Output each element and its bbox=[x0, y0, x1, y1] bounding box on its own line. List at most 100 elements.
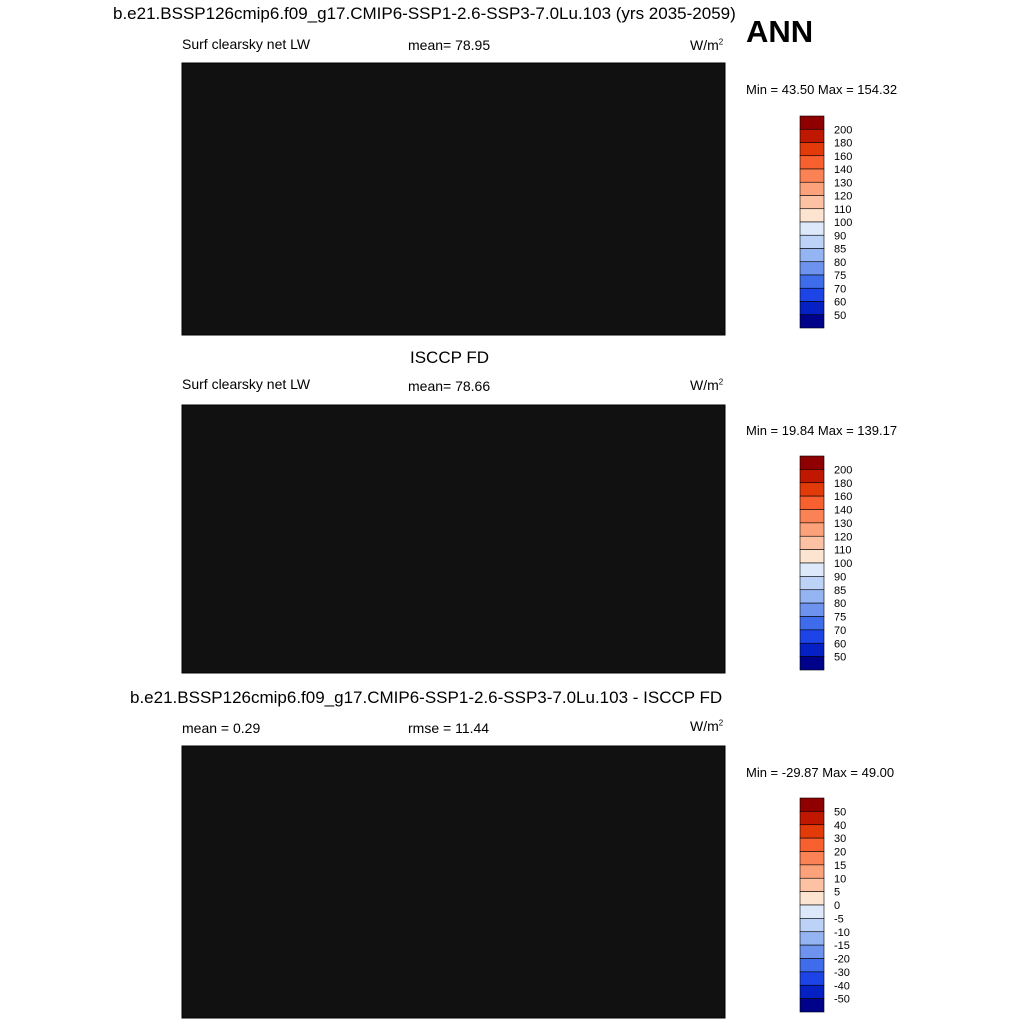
colorbar-3-tick-label: 0 bbox=[834, 900, 840, 912]
colorbar-3-swatch bbox=[799, 851, 825, 866]
colorbar-1-swatch bbox=[799, 301, 825, 316]
colorbar-2-swatch bbox=[799, 616, 825, 631]
colorbar-3-swatch bbox=[799, 891, 825, 906]
colorbar-1-tick-label: 90 bbox=[834, 230, 846, 242]
colorbar-2-tick-label: 110 bbox=[834, 545, 852, 557]
colorbar-2-swatch bbox=[799, 602, 825, 617]
colorbar-2-swatch bbox=[799, 455, 825, 470]
colorbar-1-tick-label: 85 bbox=[834, 244, 846, 256]
colorbar-2-tick-label: 140 bbox=[834, 505, 852, 517]
colorbar-2-tick-label: 130 bbox=[834, 518, 852, 530]
colorbar-3-tick-label: -15 bbox=[834, 940, 850, 952]
map-1-frame bbox=[181, 62, 726, 336]
colorbar-1-tick-label: 110 bbox=[834, 204, 852, 216]
colorbar-2-tick-label: 180 bbox=[834, 478, 852, 490]
colorbar-3-swatch bbox=[799, 931, 825, 946]
map-panel-1 bbox=[181, 62, 726, 336]
colorbar-1-tick-label: 180 bbox=[834, 138, 852, 150]
map-2-frame bbox=[181, 404, 726, 674]
colorbar-2-swatch bbox=[799, 535, 825, 550]
colorbar-3-tick-label: 15 bbox=[834, 860, 846, 872]
panel2-mean-label: mean= 78.66 bbox=[408, 378, 491, 394]
colorbar-1-swatch bbox=[799, 287, 825, 302]
colorbar-3-tick-label: 40 bbox=[834, 820, 846, 832]
colorbar-3-tick-label: -10 bbox=[834, 927, 850, 939]
map-panel-2 bbox=[181, 404, 726, 674]
colorbar-3-tick-label: 5 bbox=[834, 887, 840, 899]
colorbar-2-swatch bbox=[799, 522, 825, 537]
colorbar-3-swatch bbox=[799, 811, 825, 826]
colorbar-3-tick-label: -5 bbox=[834, 913, 844, 925]
map-2-coastlines bbox=[182, 410, 725, 657]
colorbar-2-tick-label: 60 bbox=[834, 638, 846, 650]
colorbar-1-tick-label: 50 bbox=[834, 310, 846, 322]
colorbar-1-swatch bbox=[799, 221, 825, 236]
colorbar-1-tick-label: 140 bbox=[834, 164, 852, 176]
colorbar-3-tick-label: 30 bbox=[834, 833, 846, 845]
panel1-variable-label: Surf clearsky net LW bbox=[182, 36, 311, 52]
panel2-minmax: Min = 19.84 Max = 139.17 bbox=[746, 423, 898, 438]
colorbar-1-swatch bbox=[799, 195, 825, 210]
colorbar-3-swatch bbox=[799, 984, 825, 999]
colorbar-1-swatch bbox=[799, 128, 825, 143]
colorbar-1-swatch bbox=[799, 314, 825, 329]
map-3-frame bbox=[181, 745, 726, 1019]
colorbar-3-tick-label: -30 bbox=[834, 967, 850, 979]
colorbar-1-tick-label: 80 bbox=[834, 257, 846, 269]
colorbar-2-tick-label: 80 bbox=[834, 598, 846, 610]
colorbar-2-tick-label: 75 bbox=[834, 612, 846, 624]
colorbar-3-swatch bbox=[799, 904, 825, 919]
panel3-rmse-label: rmse = 11.44 bbox=[408, 720, 490, 736]
colorbar-3-tick-label: -40 bbox=[834, 980, 850, 992]
map-3-coastlines bbox=[182, 751, 725, 1001]
colorbar-3-swatch bbox=[799, 918, 825, 933]
colorbar-3-swatch bbox=[799, 958, 825, 973]
colorbar-1-tick-label: 200 bbox=[834, 124, 852, 136]
colorbar-1-swatch bbox=[799, 155, 825, 170]
colorbar-1-tick-label: 60 bbox=[834, 297, 846, 309]
colorbar-1-swatch bbox=[799, 208, 825, 223]
colorbar-1-swatch bbox=[799, 115, 825, 130]
panel3-minmax: Min = -29.87 Max = 49.00 bbox=[746, 765, 895, 780]
map-1-coastlines bbox=[182, 68, 725, 318]
colorbar-2-swatch bbox=[799, 576, 825, 591]
colorbar-3-tick-label: 20 bbox=[834, 847, 846, 859]
panel3-mean-label: mean = 0.29 bbox=[182, 720, 261, 736]
colorbar-2-tick-label: 160 bbox=[834, 491, 852, 503]
panel2-variable-label: Surf clearsky net LW bbox=[182, 376, 311, 392]
colorbar-1-swatch bbox=[799, 168, 825, 183]
colorbar-2-swatch bbox=[799, 495, 825, 510]
main-title: b.e21.BSSP126cmip6.f09_g17.CMIP6-SSP1-2.… bbox=[113, 4, 736, 23]
colorbar-1-tick-label: 120 bbox=[834, 191, 852, 203]
colorbar-1-swatch bbox=[799, 234, 825, 249]
colorbar-2-tick-label: 120 bbox=[834, 531, 852, 543]
colorbar-3-tick-label: -50 bbox=[834, 994, 850, 1006]
colorbar-3-swatch bbox=[799, 944, 825, 959]
colorbar-1-swatch bbox=[799, 248, 825, 263]
colorbar-1-swatch bbox=[799, 274, 825, 289]
colorbar-1-swatch bbox=[799, 261, 825, 276]
colorbar-3-swatch bbox=[799, 971, 825, 986]
colorbar-2-swatch bbox=[799, 549, 825, 564]
panel1-mean-label: mean= 78.95 bbox=[408, 37, 491, 53]
colorbar-1-swatch bbox=[799, 142, 825, 157]
colorbar-2-tick-label: 70 bbox=[834, 625, 846, 637]
colorbar-2-swatch bbox=[799, 469, 825, 484]
colorbar-2-tick-label: 100 bbox=[834, 558, 852, 570]
colorbar-3-swatch bbox=[799, 797, 825, 812]
colorbar-2-swatch bbox=[799, 629, 825, 644]
colorbar-3-tick-label: 50 bbox=[834, 806, 846, 818]
colorbar-3-swatch bbox=[799, 998, 825, 1013]
panel2-title: ISCCP FD bbox=[410, 348, 490, 367]
colorbar-2-swatch bbox=[799, 642, 825, 657]
colorbar-2-tick-label: 200 bbox=[834, 464, 852, 476]
colorbar-1-tick-label: 130 bbox=[834, 177, 852, 189]
colorbar-2-swatch bbox=[799, 589, 825, 604]
panel2-units: W/m2 bbox=[690, 377, 724, 393]
colorbar-1-tick-label: 100 bbox=[834, 217, 852, 229]
colorbar-3-swatch bbox=[799, 837, 825, 852]
colorbar-3-tick-label: 10 bbox=[834, 873, 846, 885]
map-panel-3 bbox=[181, 745, 726, 1019]
